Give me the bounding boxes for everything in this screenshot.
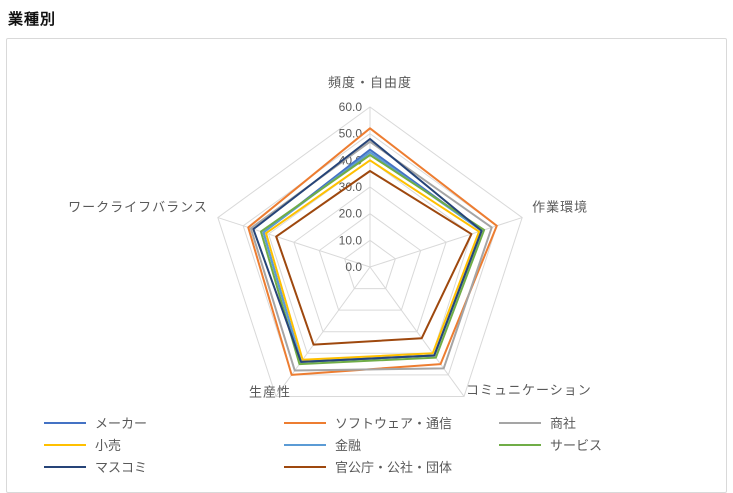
axis-label: 頻度・自由度	[328, 75, 412, 90]
legend-item-2[interactable]: 商社	[499, 415, 718, 431]
radial-tick-label: 10.0	[339, 233, 363, 247]
legend-label: ソフトウェア・通信	[335, 416, 453, 431]
legend-line-swatch	[284, 421, 326, 424]
legend-line-swatch	[44, 443, 86, 446]
series-polygon-7[interactable]	[275, 170, 473, 346]
series-polygon-0[interactable]	[262, 148, 483, 363]
radar-plot: 0.010.020.030.040.050.060.0頻度・自由度作業環境コミュ…	[68, 75, 592, 399]
legend-item-5[interactable]: サービス	[499, 437, 718, 453]
series-polygon-6[interactable]	[252, 138, 483, 363]
series-polygon-3[interactable]	[265, 159, 481, 361]
legend-line-swatch	[284, 465, 326, 468]
radial-tick-label: 60.0	[339, 100, 363, 114]
page-title: 業種別	[8, 11, 57, 28]
radial-tick-label: 0.0	[345, 260, 362, 274]
radial-tick-label: 50.0	[339, 127, 363, 141]
radial-tick-label: 30.0	[339, 180, 363, 194]
legend-line-swatch	[499, 443, 541, 446]
legend-label: マスコミ	[95, 460, 148, 475]
radar-chart-container: 0.0 10.0 20.0 30.0 40.0 50.0 60.0 頻度・自由度 作業環境 コミュ…	[6, 38, 727, 493]
legend-label: サービス	[550, 438, 603, 453]
axis-label: 生産性	[249, 384, 291, 399]
legend-label: 商社	[550, 416, 577, 431]
axis-label: ワークライフバランス	[68, 200, 208, 215]
legend-label: メーカー	[95, 416, 148, 431]
page: 業種別 0.0 10.0 20.0 30.0 40.0 50.0 60.0 頻度・自由度 作業環…	[6, 8, 727, 493]
legend-label: 小売	[95, 438, 122, 453]
legend-label: 金融	[335, 438, 362, 453]
series-polygon-4[interactable]	[262, 151, 483, 363]
legend-label: 官公庁・公社・団体	[335, 460, 453, 475]
legend-line-swatch	[284, 443, 326, 446]
legend-item-7[interactable]: 官公庁・公社・団体	[284, 459, 499, 475]
legend-item-1[interactable]: ソフトウェア・通信	[284, 415, 499, 431]
legend-line-swatch	[44, 465, 86, 468]
legend-line-swatch	[44, 421, 86, 424]
axis-label: コミュニケーション	[466, 382, 592, 397]
axis-label: 作業環境	[532, 200, 588, 215]
legend-item-3[interactable]: 小売	[44, 437, 284, 453]
legend-line-swatch	[499, 421, 541, 424]
legend-item-0[interactable]: メーカー	[44, 415, 284, 431]
series-polygon-2[interactable]	[249, 140, 493, 372]
chart-legend: メーカー ソフトウェア・通信 商社小売 金融 サービスマスコミ 官公庁・公社・団体	[44, 415, 718, 475]
radial-tick-labels: 0.010.020.030.040.050.060.0	[339, 100, 363, 274]
legend-item-6[interactable]: マスコミ	[44, 459, 284, 475]
radial-tick-label: 20.0	[339, 207, 363, 221]
legend-item-4[interactable]: 金融	[284, 437, 499, 453]
